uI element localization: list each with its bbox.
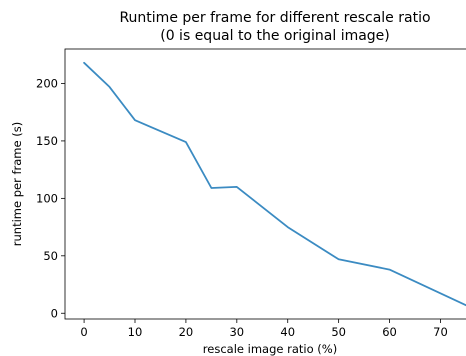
y-tick-label: 200: [36, 76, 58, 90]
chart-title: Runtime per frame for different rescale …: [119, 10, 430, 26]
x-tick-label: 30: [229, 325, 244, 339]
x-axis: 0 10 20 30 40 50 60 70: [80, 319, 448, 339]
plot-frame: [64, 48, 466, 320]
x-tick-label: 40: [280, 325, 295, 339]
y-axis-label: runtime per frame (s): [10, 122, 24, 246]
x-tick-label: 10: [128, 325, 143, 339]
x-tick-label: 20: [179, 325, 194, 339]
x-tick-label: 50: [331, 325, 346, 339]
series-line: [83, 61, 466, 307]
x-tick-label: 70: [433, 325, 448, 339]
x-axis-label: rescale image ratio (%): [203, 342, 337, 356]
y-tick-label: 150: [36, 134, 58, 148]
y-tick-label: 50: [43, 249, 58, 263]
y-tick-label: 0: [51, 306, 58, 320]
plot-area: [64, 48, 466, 320]
y-axis: 0 50 100 150 200: [36, 76, 65, 320]
x-tick-label: 0: [80, 325, 87, 339]
series-layer: [83, 61, 466, 307]
chart-subtitle: (0 is equal to the original image): [160, 28, 390, 44]
y-tick-label: 100: [36, 191, 58, 205]
x-tick-label: 60: [382, 325, 397, 339]
